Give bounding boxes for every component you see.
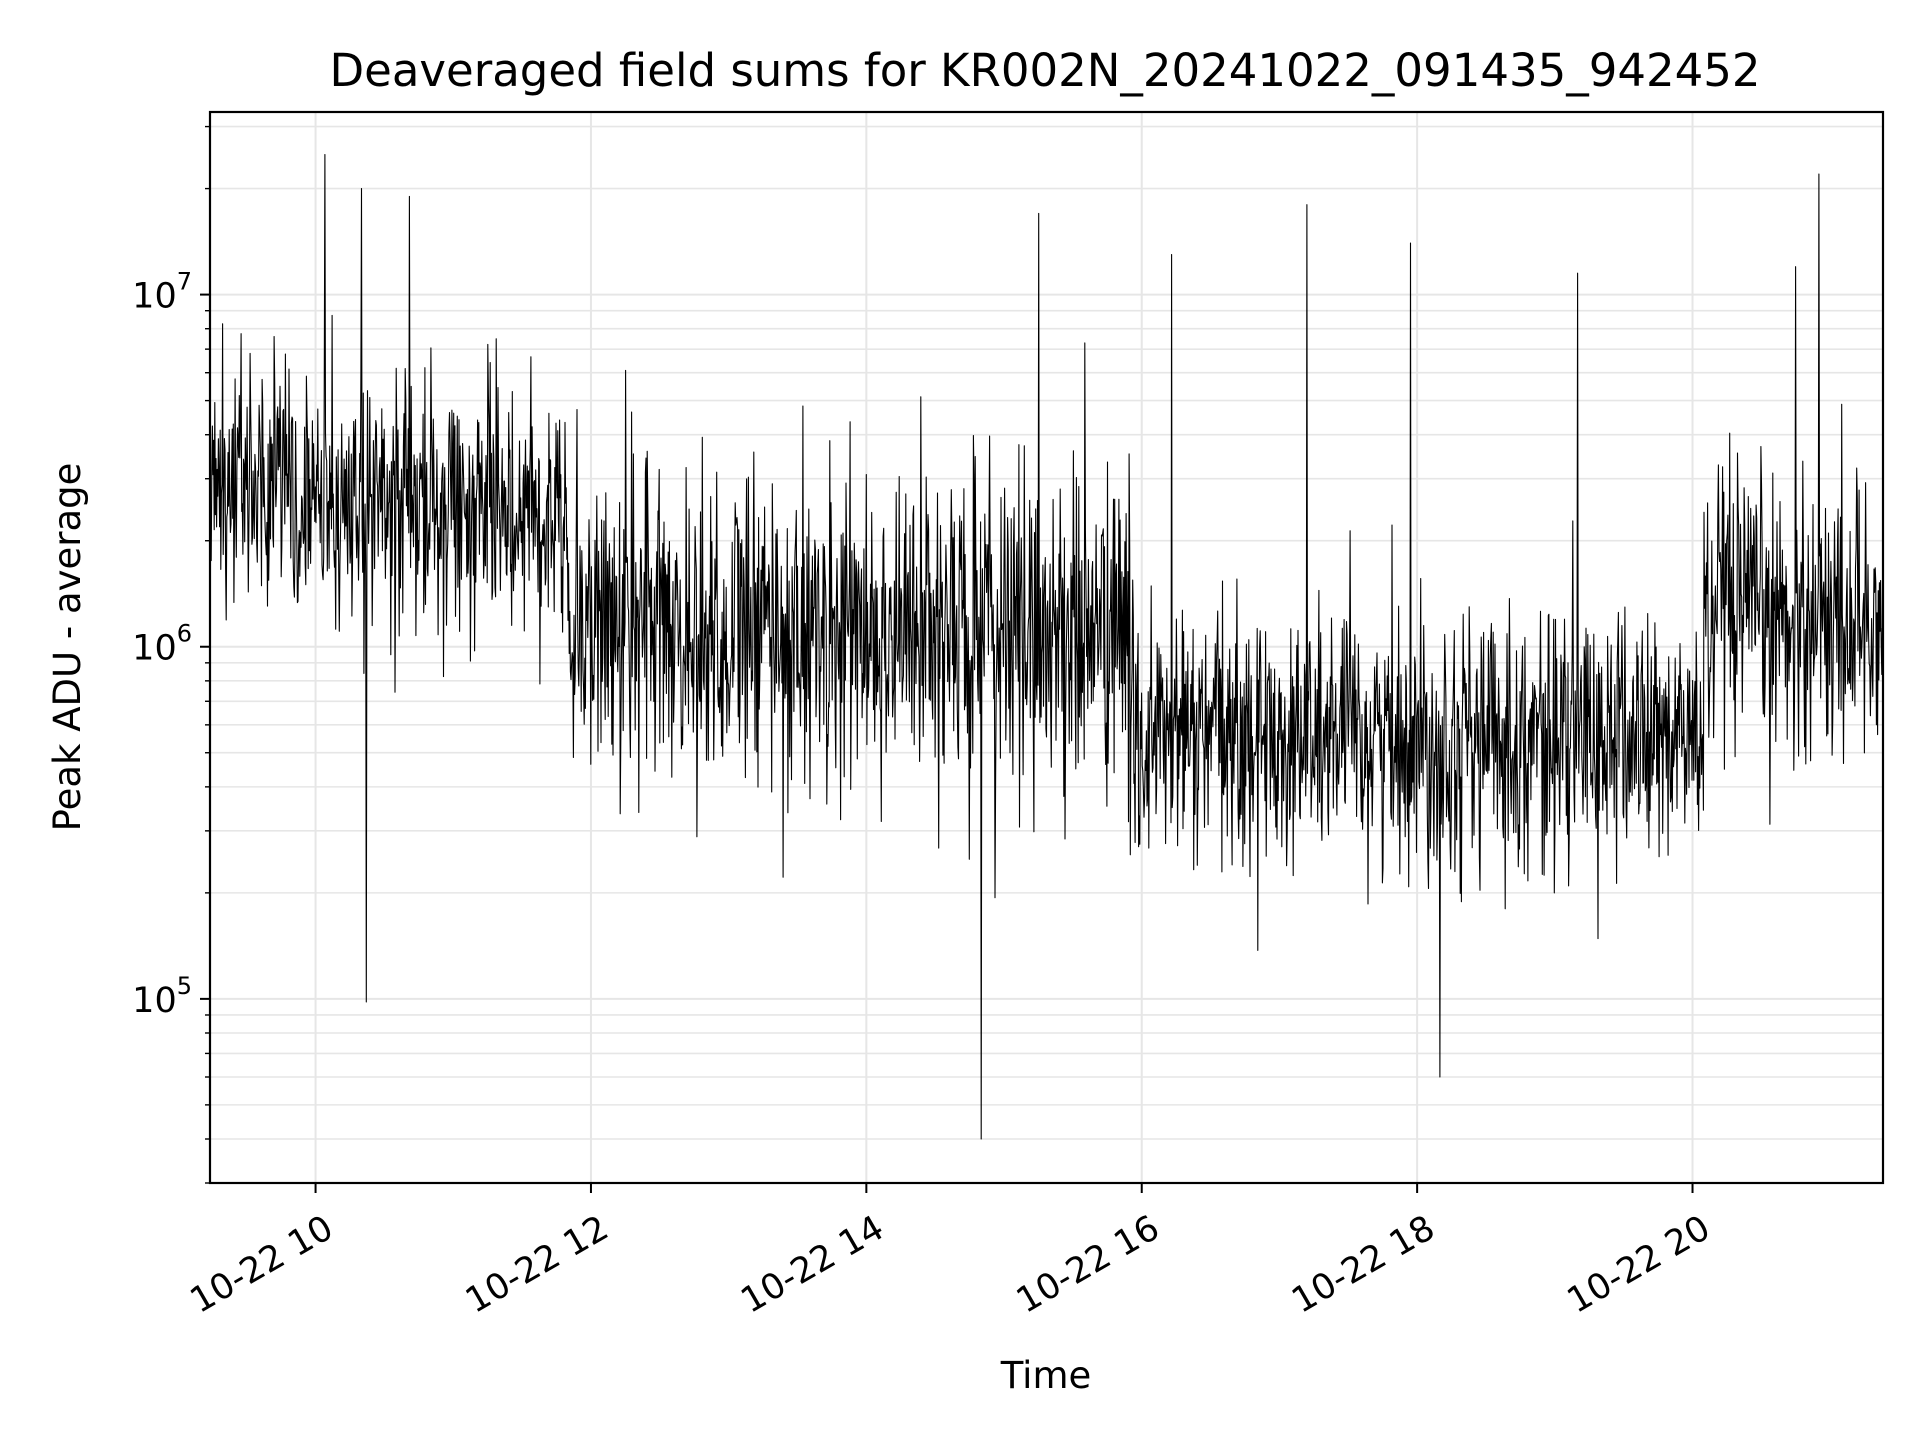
y-tick-label: 105 [132, 972, 192, 1021]
y-axis-label: Peak ADU - average [46, 463, 89, 832]
y-axis: 105 106 107 [132, 125, 210, 1184]
series-line [209, 153, 1883, 1140]
data-series-line [209, 153, 1883, 1140]
chart-title: Deaveraged field sums for KR002N_2024102… [330, 44, 1761, 97]
y-tick-label: 106 [132, 620, 192, 669]
x-axis-label: Time [1000, 1354, 1092, 1397]
y-tick-label: 107 [132, 268, 192, 317]
